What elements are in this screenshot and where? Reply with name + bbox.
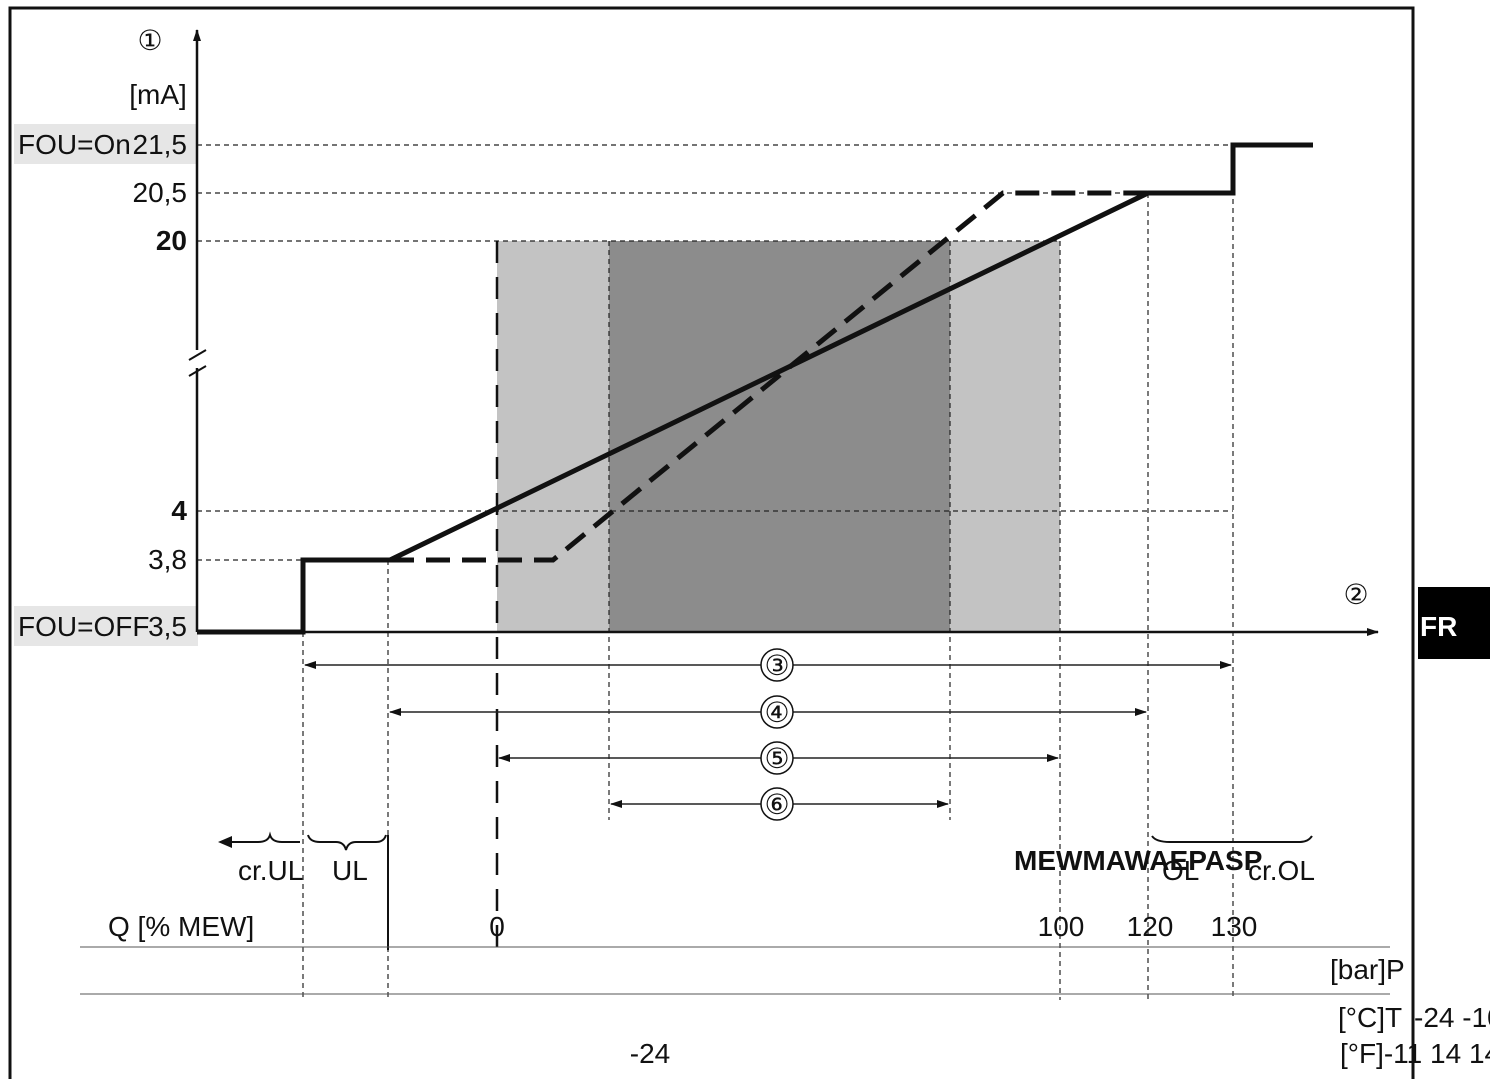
- axis-marker: ②: [1343, 579, 1368, 610]
- brace-arrow: [218, 836, 232, 848]
- range-label: ⑥: [764, 789, 789, 820]
- label-bg: [14, 606, 198, 646]
- scale-tick: 0: [489, 911, 505, 942]
- range-arrows: [304, 648, 1232, 821]
- y-tick-label: 20,5: [133, 177, 188, 208]
- scale-label: [°C]T: [1338, 1002, 1402, 1033]
- range-label: ⑤: [764, 743, 789, 774]
- scale-label: [bar]P: [1330, 954, 1405, 985]
- zone-label: UL: [332, 855, 368, 886]
- axis-break-bg: [188, 350, 206, 368]
- scale-label: Q [% MEW]: [108, 911, 254, 942]
- y-tick-label: 4: [171, 495, 187, 526]
- axis-marker: ①: [137, 25, 162, 56]
- braces: [222, 831, 387, 851]
- y-tick-label: 3,8: [148, 544, 187, 575]
- scale-value: -24: [630, 1038, 670, 1069]
- scale-values: -24 -10: [1414, 1002, 1490, 1033]
- fou-off: FOU=OFF: [18, 611, 149, 642]
- curve-dashed: [390, 190, 1148, 563]
- braces: [1151, 835, 1313, 843]
- scale-label: [°F]-11 14 14: [1340, 1038, 1490, 1069]
- scale-tick: 130: [1211, 911, 1258, 942]
- y-unit: [mA]: [129, 79, 187, 110]
- fou-on: FOU=On: [18, 129, 131, 160]
- y-tick-label: 3,5: [148, 611, 187, 642]
- axis-break: [188, 349, 207, 377]
- scale-tick: 100: [1038, 911, 1085, 942]
- y-tick-label: 20: [156, 225, 187, 256]
- language-tab-label: FR: [1420, 611, 1457, 642]
- zone-dark: [609, 241, 950, 632]
- zone-label: cr.UL: [238, 855, 303, 886]
- frame: [8, 6, 1415, 1079]
- curve-solid: [197, 142, 1313, 635]
- scale-tick: 120: [1127, 911, 1174, 942]
- zone-label: cr.OL: [1248, 855, 1315, 886]
- label-bg: [14, 124, 198, 164]
- y-tick-label: 21,5: [133, 129, 188, 160]
- zone-label: OL: [1162, 855, 1199, 886]
- range-label: ④: [764, 697, 789, 728]
- language-tab: [1418, 587, 1490, 659]
- point-labels: MEWMAWAEPASP: [1014, 845, 1262, 876]
- range-label: ③: [764, 650, 789, 681]
